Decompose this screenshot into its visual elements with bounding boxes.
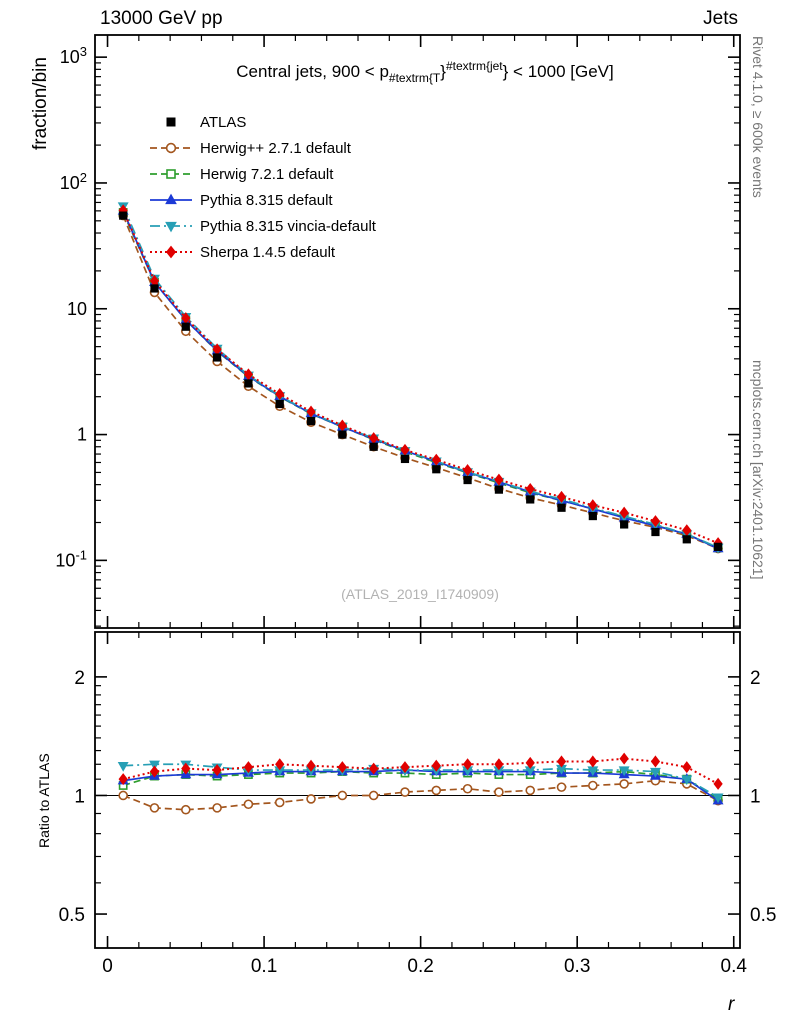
ratio-y-tick-label: 2 (74, 668, 85, 689)
ratio-y-tick-label: 2 (750, 668, 761, 689)
rivet-version-note: Rivet 4.1.0, ≥ 600k events (750, 36, 766, 198)
series-herwig-2-7-1-default (118, 210, 723, 815)
legend-item-herwig-2-7-1-default: Herwig++ 2.7.1 default (150, 140, 352, 157)
legend-label: ATLAS (200, 114, 246, 131)
ratio-y-tick-label: 1 (750, 786, 761, 807)
legend-item-pythia-8-315-vincia-default: Pythia 8.315 vincia-default (150, 218, 377, 235)
ratio-y-axis-label: Ratio to ATLAS (36, 753, 52, 848)
axes (95, 35, 740, 948)
main-y-tick-label: 103 (60, 44, 87, 67)
x-axis-label: r (728, 994, 735, 1015)
legend-item-herwig-7-2-1-default: Herwig 7.2.1 default (150, 166, 334, 183)
legend-label: Herwig++ 2.7.1 default (200, 140, 352, 157)
main-y-tick-label: 1 (77, 425, 87, 445)
main-y-tick-label: 10 (67, 299, 87, 319)
legend-label: Pythia 8.315 vincia-default (200, 218, 377, 235)
legend: ATLAS Herwig++ 2.7.1 default Herwig 7.2.1 … (150, 114, 377, 261)
panel-frames (94, 34, 741, 949)
main-y-axis-label: fraction/bin (30, 57, 51, 150)
x-tick-label: 0.4 (721, 956, 748, 977)
legend-label: Sherpa 1.4.5 default (200, 244, 336, 261)
axis-tick-labels: 0 0.1 0.2 0.3 0.4 10-1 1 10 102 103 0.5 0.5 1 1 2 2 Cent… (55, 44, 776, 977)
x-tick-label: 0 (102, 956, 113, 977)
main-y-tick-label: 10-1 (55, 547, 87, 570)
data-series (95, 202, 740, 815)
mcplots-arxiv-note: mcplots.cern.ch [arXiv:2401.10621] (750, 360, 766, 580)
legend-label: Herwig 7.2.1 default (200, 166, 334, 183)
legend-item-pythia-8-315-default: Pythia 8.315 default (150, 192, 333, 209)
x-tick-label: 0.1 (251, 956, 277, 977)
series-pythia-8-315-default (117, 204, 724, 805)
main-y-tick-label: 102 (60, 170, 87, 193)
panel-title: Central jets, 900 < p#textrm{T}#textrm{j… (236, 59, 613, 85)
analysis-topic-title: Jets (703, 8, 738, 29)
ratio-y-tick-label: 0.5 (59, 905, 85, 926)
series-atlas (119, 211, 723, 551)
ratio-y-tick-label: 1 (74, 786, 85, 807)
analysis-id-watermark: (ATLAS_2019_I1740909) (341, 586, 499, 602)
series-herwig-7-2-1-default (118, 208, 723, 804)
legend-label: Pythia 8.315 default (200, 192, 333, 209)
ratio-y-tick-label: 0.5 (750, 905, 776, 926)
x-tick-label: 0.2 (407, 956, 433, 977)
series-pythia-8-315-vincia-default (117, 202, 724, 804)
series-sherpa-1-4-5-default (118, 204, 723, 790)
legend-item-sherpa-1-4-5-default: Sherpa 1.4.5 default (150, 244, 336, 261)
legend-item-atlas: ATLAS (166, 114, 246, 131)
x-tick-label: 0.3 (564, 956, 590, 977)
beam-energy-title: 13000 GeV pp (100, 8, 223, 29)
